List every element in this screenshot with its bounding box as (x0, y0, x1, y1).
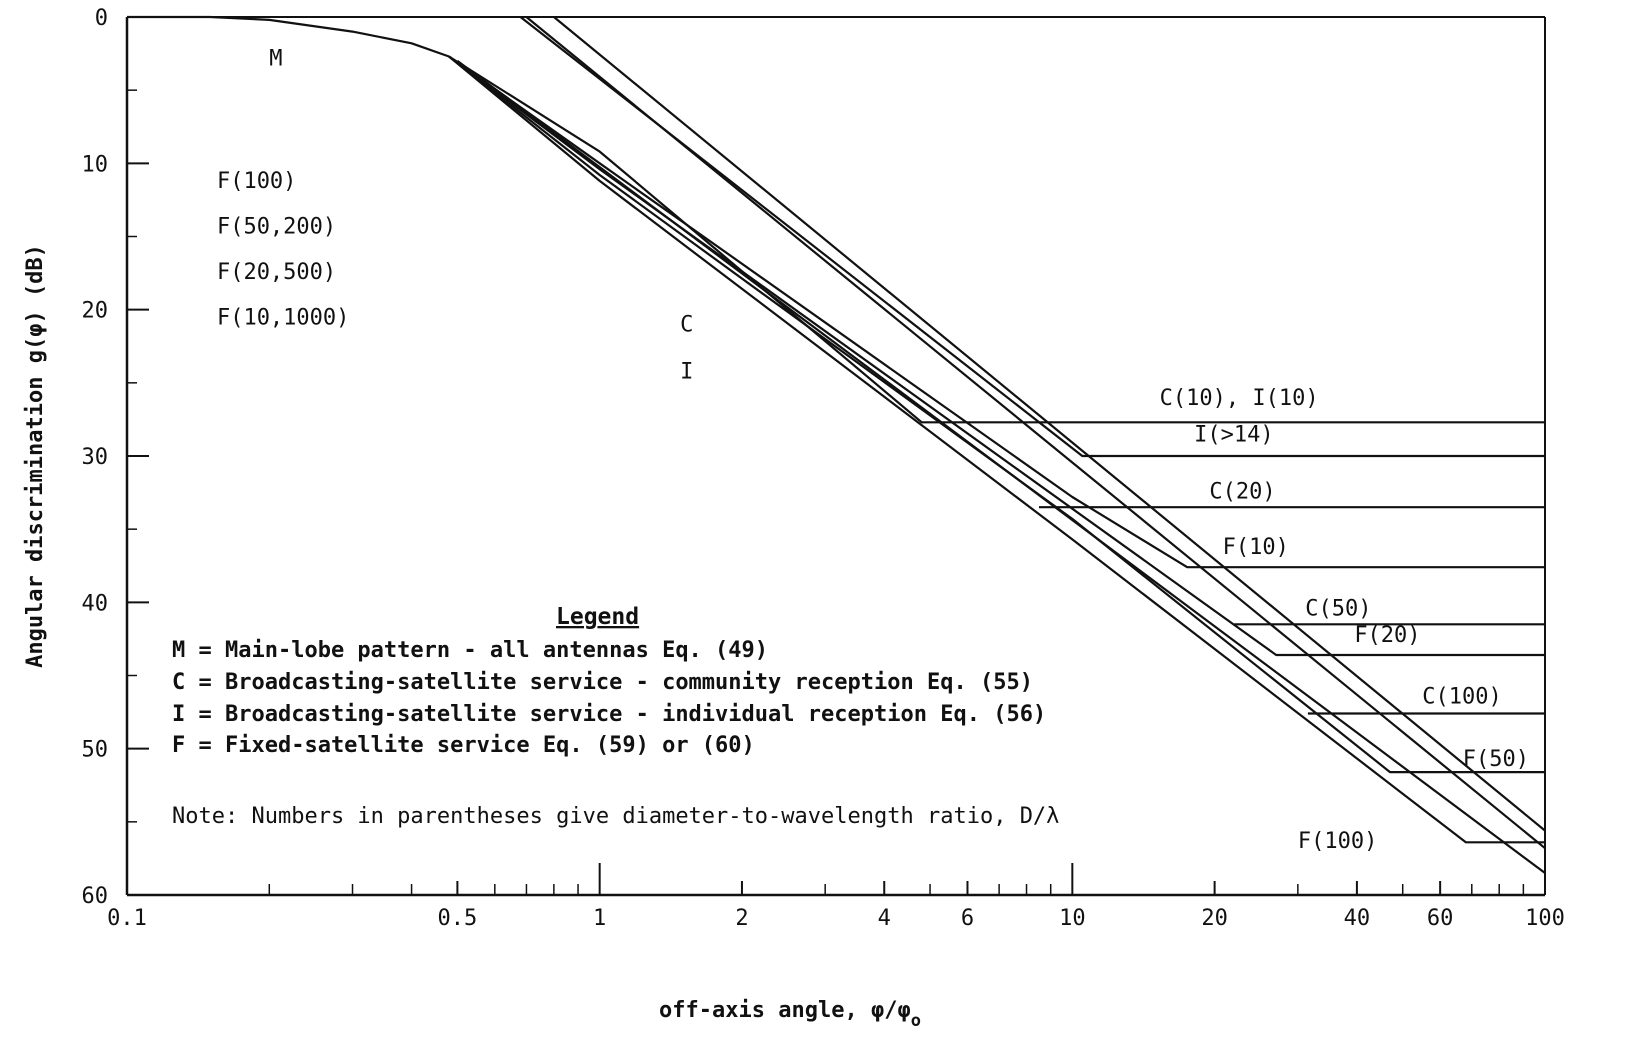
series-label: C(20) (1209, 479, 1275, 504)
legend-item: M = Main-lobe pattern - all antennas Eq.… (172, 638, 768, 663)
series-label: M (269, 46, 282, 71)
y-tick-label: 0 (95, 6, 108, 31)
legend-title: Legend (556, 604, 639, 630)
series-line-f10 (448, 55, 1545, 569)
series-label: F(10) (1223, 535, 1289, 560)
legend-item: C = Broadcasting-satellite service - com… (172, 670, 1033, 695)
series-line-i (519, 16, 1545, 458)
x-tick-label: 0.1 (107, 906, 147, 931)
x-tick-label: 60 (1427, 906, 1454, 931)
y-tick-label: 10 (82, 152, 109, 177)
legend-item: F = Fixed-satellite service Eq. (59) or … (172, 733, 755, 758)
x-tick-label: 6 (961, 906, 974, 931)
series-line-f20 (448, 55, 1545, 657)
y-tick-label: 40 (82, 591, 109, 616)
x-tick-label: 100 (1525, 906, 1565, 931)
x-tick-label: 40 (1344, 906, 1371, 931)
series-label: F(20) (1354, 623, 1420, 648)
series-label: C(100) (1422, 684, 1501, 709)
series-line-c_diag (456, 60, 1546, 874)
series-label: F(20,500) (217, 260, 336, 285)
series-label: F(100) (1298, 829, 1377, 854)
series-label: F(50) (1463, 747, 1529, 772)
series-line-i_diag2 (553, 16, 1546, 832)
x-tick-label: 20 (1201, 906, 1228, 931)
series-lines (127, 15, 1546, 874)
x-axis-title-subscript: o (911, 1011, 921, 1031)
x-axis-title: off-axis angle, φ/φo (659, 998, 921, 1031)
series-label: I (680, 359, 693, 384)
x-axis-title-main: off-axis angle, φ/φ (659, 998, 911, 1023)
x-tick-label: 4 (878, 906, 891, 931)
series-label: I(>14) (1194, 422, 1273, 447)
y-tick-label: 50 (82, 738, 109, 763)
series-label: C(10), I(10) (1160, 386, 1319, 411)
x-tick-label: 1 (593, 906, 606, 931)
x-tick-label: 10 (1059, 906, 1086, 931)
series-label: F(10,1000) (217, 305, 349, 330)
legend-note: Note: Numbers in parentheses give diamet… (172, 804, 1059, 829)
series-label: C (680, 313, 693, 338)
legend-item: I = Broadcasting-satellite service - ind… (172, 702, 1046, 727)
series-line-f100 (448, 55, 1545, 844)
y-tick-label: 60 (82, 884, 109, 909)
axis-ticks: 0.1 0.5 1 2 4 6 10 20 40 60 100 0 10 20 30 40 50 60 (82, 6, 1565, 931)
series-line-c (448, 55, 1545, 424)
series-label: F(100) (217, 169, 296, 194)
x-tick-label: 2 (735, 906, 748, 931)
x-tick-label: 0.5 (438, 906, 478, 931)
series-line-i_diag (525, 16, 1546, 850)
series-label: F(50,200) (217, 215, 336, 240)
y-tick-label: 20 (82, 299, 109, 324)
series-line-m (127, 15, 450, 58)
y-axis-title: Angular discrimination g(φ) (dB) (23, 244, 48, 668)
series-label: C(50) (1305, 597, 1371, 622)
legend: Legend M = Main-lobe pattern - all anten… (172, 604, 1059, 829)
y-tick-label: 30 (82, 445, 109, 470)
series-labels: M F(100) F(50,200) F(20,500) F(10,1000) CI C(1… (217, 46, 1529, 854)
